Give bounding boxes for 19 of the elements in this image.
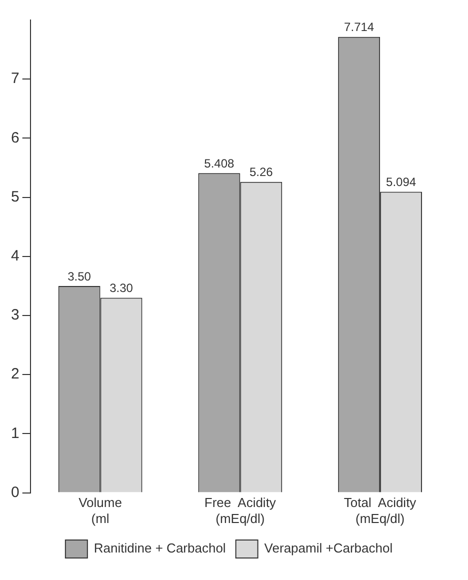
y-tick-label: 1 bbox=[11, 424, 20, 442]
y-tick-label: 3 bbox=[11, 306, 20, 324]
y-tick-label: 5 bbox=[11, 188, 20, 206]
x-tick-label: Free Acidity (mEq/dl) bbox=[204, 495, 276, 526]
data-label: 3.30 bbox=[110, 281, 134, 296]
y-tick-label: 4 bbox=[11, 248, 20, 265]
data-label: 3.50 bbox=[68, 269, 92, 284]
data-label: 5.408 bbox=[204, 156, 235, 170]
x-tick-label: Volume (ml bbox=[78, 495, 122, 526]
y-tick-label: 2 bbox=[11, 366, 20, 383]
data-label: 7.714 bbox=[344, 20, 374, 34]
data-label: 5.094 bbox=[386, 175, 416, 190]
x-tick-label: Total Acidity (mEq/dl) bbox=[344, 495, 417, 526]
legend-label: Verapamil +Carbachol bbox=[264, 540, 393, 556]
y-tick-label: 6 bbox=[11, 129, 20, 146]
y-tick-label: 0 bbox=[11, 484, 20, 501]
data-label: 5.26 bbox=[249, 165, 274, 180]
y-tick-label: 7 bbox=[11, 70, 20, 88]
legend-label: Ranitidine + Carbachol bbox=[94, 540, 226, 556]
